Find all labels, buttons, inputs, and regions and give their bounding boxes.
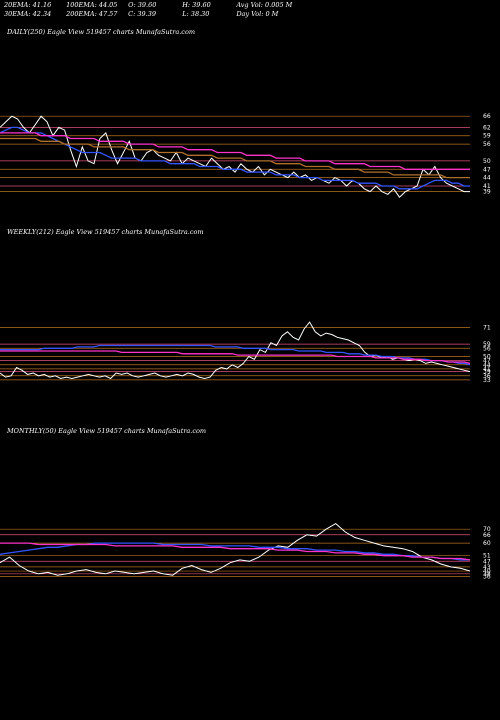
header-row-2: 30EMA: 42.34 200EMA: 47.57 C: 39.39 L: 3… [4,10,278,18]
series-line-0-ema100 [0,137,470,179]
y-tick-label-2-3: 51 [483,553,491,560]
y-tick-label-0-1: 62 [483,124,491,131]
high-label: H: 39.60 [182,1,211,9]
y-tick-label-2-4: 47 [483,558,491,565]
y-tick-label-1-5: 44 [483,362,491,369]
y-tick-label-1-7: 39 [483,369,491,376]
series-line-2-ema_a [0,542,470,561]
day-vol-label: Day Vol: 0 M [236,10,279,18]
y-tick-label-0-4: 50 [483,158,491,165]
series-line-0-ema20 [0,126,470,190]
weekly-chart-title: WEEKLY(212) Eagle View 519457 charts Mun… [7,228,204,236]
series-line-0-price [0,115,470,198]
ema30-label: 30EMA: 42.34 [4,10,52,18]
y-tick-label-0-0: 66 [483,113,491,120]
y-tick-label-1-8: 36 [483,373,491,380]
avg-vol-label: Avg Vol: 0.005 M [236,1,293,9]
close-label: C: 39.39 [128,10,156,18]
y-tick-label-0-2: 59 [483,133,491,140]
y-tick-label-1-2: 56 [483,345,491,352]
y-tick-label-1-3: 50 [483,354,491,361]
low-label: L: 38.30 [182,10,210,18]
y-tick-label-2-2: 60 [483,540,491,547]
y-tick-label-2-6: 40 [483,568,491,575]
series-line-1-ema_a [0,344,471,366]
y-tick-label-1-6: 41 [483,366,491,373]
series-line-2-ema_b [0,542,471,561]
ema200-label: 200EMA: 47.57 [66,10,118,18]
y-tick-label-2-7: 38 [483,571,491,578]
monthly-chart-title: MONTHLY(50) Eagle View 519457 charts Mun… [7,427,207,435]
y-tick-label-1-4: 47 [483,358,491,365]
y-tick-label-1-1: 59 [483,341,491,348]
series-line-2-price [0,522,471,576]
y-tick-label-2-5: 43 [483,564,491,571]
y-tick-label-0-7: 41 [483,183,491,190]
header-row-1: 20EMA: 41.16 100EMA: 44.05 O: 39.60 H: 3… [4,1,292,9]
y-tick-label-1-0: 71 [483,325,491,332]
daily-chart-title: DAILY(250) Eagle View 519457 charts Muna… [7,28,196,36]
ema100-label: 100EMA: 44.05 [66,1,118,9]
series-line-1-ema_b [0,350,471,365]
y-tick-label-1-9: 33 [483,377,491,384]
series-line-0-ema200 [0,132,470,170]
ema20-label: 20EMA: 41.16 [4,1,52,9]
series-line-1-price [0,321,471,380]
open-label: O: 39.60 [128,1,157,9]
y-tick-label-2-0: 70 [483,526,491,533]
y-tick-label-2-1: 66 [483,532,491,539]
y-tick-label-0-5: 47 [483,166,491,173]
y-tick-label-2-8: 36 [483,574,491,581]
y-tick-label-0-8: 39 [483,189,491,196]
y-tick-label-0-3: 56 [483,141,491,148]
y-tick-label-0-6: 44 [483,175,491,182]
